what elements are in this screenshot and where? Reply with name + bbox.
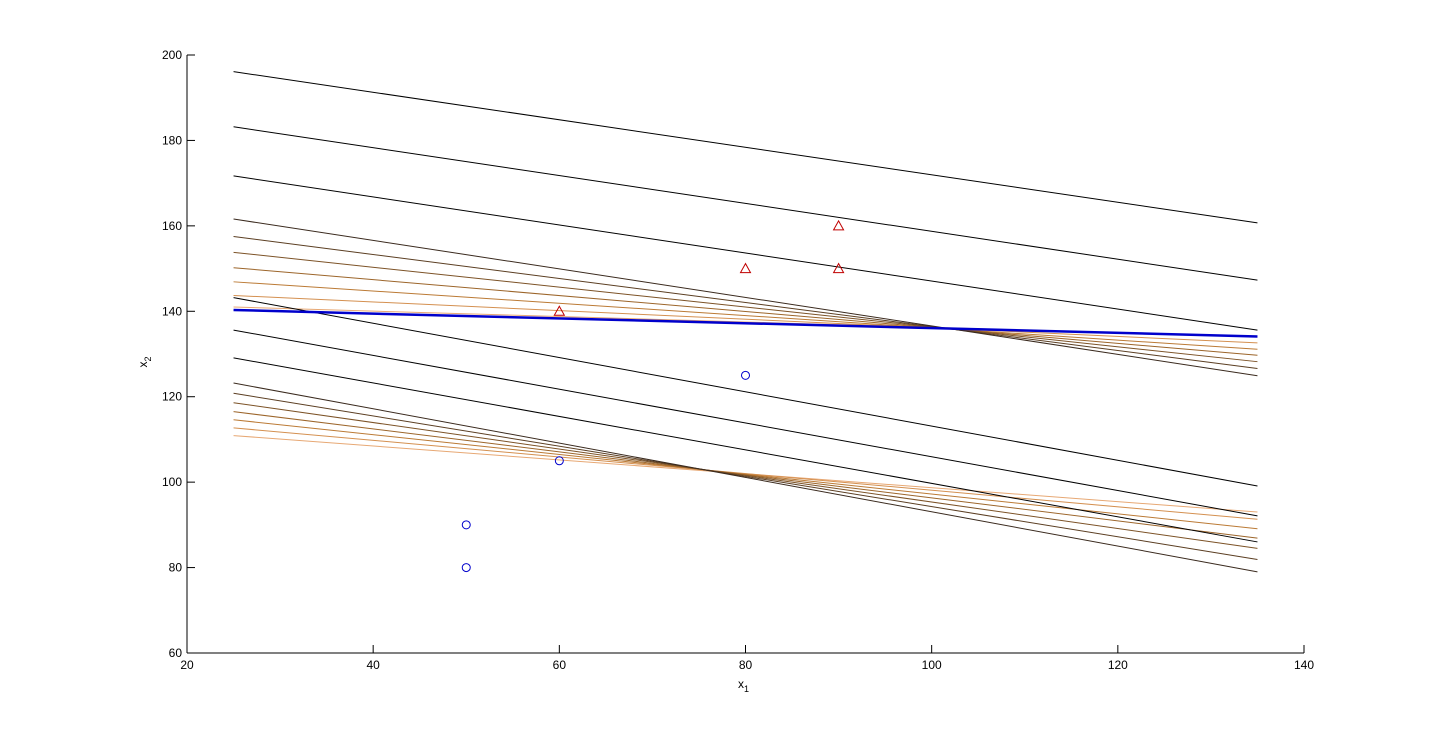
upper-fan-line — [233, 281, 1258, 350]
contour-line — [233, 329, 1258, 517]
y-tick-label: 200 — [162, 48, 182, 62]
triangle-point — [832, 219, 845, 231]
x-tick-label: 20 — [180, 658, 194, 672]
lower-fan-line — [233, 427, 1258, 520]
lower-fan-line — [233, 419, 1258, 530]
upper-fan-line — [233, 267, 1258, 356]
circle-point — [461, 563, 471, 573]
upper-fan-line — [233, 251, 1258, 363]
circle-point — [554, 456, 564, 466]
y-tick-label: 160 — [162, 219, 182, 233]
upper-fan-line — [233, 294, 1258, 344]
contour-line — [233, 297, 1258, 487]
triangle-point — [739, 262, 752, 274]
contour-line — [233, 71, 1258, 224]
y-tick-label: 60 — [169, 646, 183, 660]
x-tick-label: 100 — [922, 658, 942, 672]
x-axis-ticks: 20 40 60 80 100 120 140 — [180, 645, 1314, 672]
circle-point — [461, 520, 471, 530]
x-tick-label: 120 — [1108, 658, 1128, 672]
y-tick-label: 120 — [162, 390, 182, 404]
plot-lines — [233, 71, 1258, 573]
y-tick-label: 80 — [169, 561, 183, 575]
x-tick-label: 140 — [1294, 658, 1314, 672]
triangle-point — [832, 262, 845, 274]
plot-points — [461, 219, 845, 573]
upper-fan-line — [233, 218, 1258, 377]
contour-line — [233, 175, 1258, 331]
y-tick-label: 100 — [162, 475, 182, 489]
lower-fan-line — [233, 392, 1258, 560]
lower-fan-line — [233, 402, 1258, 549]
y-axis-label: x2 — [136, 356, 153, 367]
y-tick-label: 140 — [162, 304, 182, 318]
decision-boundary-line — [233, 308, 1258, 338]
lower-fan-line — [233, 382, 1258, 573]
x-axis-label: x1 — [738, 677, 749, 694]
contour-line — [233, 357, 1258, 543]
lower-fan-line — [233, 411, 1258, 539]
contour-line — [233, 126, 1258, 281]
triangle-point — [553, 305, 566, 316]
y-tick-label: 180 — [162, 133, 182, 147]
y-axis-ticks: 60 80 100 120 140 160 180 200 — [162, 48, 195, 660]
x-tick-label: 40 — [366, 658, 380, 672]
circle-point — [741, 370, 750, 380]
upper-fan-line — [233, 236, 1258, 370]
x-tick-label: 80 — [739, 658, 753, 672]
x-tick-label: 60 — [553, 658, 567, 672]
